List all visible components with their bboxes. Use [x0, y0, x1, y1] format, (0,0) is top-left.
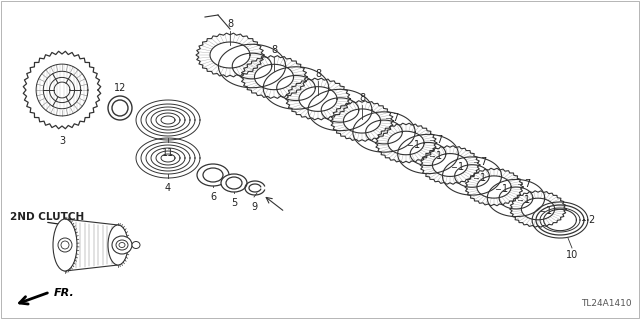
Text: 8: 8: [359, 93, 365, 103]
Text: 9: 9: [251, 202, 257, 212]
Ellipse shape: [53, 219, 77, 271]
Text: 8: 8: [227, 19, 233, 29]
Ellipse shape: [197, 164, 229, 186]
Text: 12: 12: [114, 83, 126, 93]
Ellipse shape: [203, 168, 223, 182]
Text: TL24A1410: TL24A1410: [581, 299, 632, 308]
Ellipse shape: [58, 238, 72, 252]
Text: 4: 4: [165, 183, 171, 193]
Ellipse shape: [116, 240, 128, 250]
Text: 5: 5: [231, 198, 237, 208]
Text: FR.: FR.: [54, 288, 75, 298]
Text: 2ND CLUTCH: 2ND CLUTCH: [10, 212, 84, 222]
Text: 7: 7: [480, 157, 486, 167]
Text: 1: 1: [546, 206, 552, 216]
Ellipse shape: [112, 100, 128, 116]
Ellipse shape: [226, 177, 242, 189]
Text: 1: 1: [480, 173, 486, 183]
Text: 2: 2: [588, 215, 595, 225]
Text: 7: 7: [392, 113, 398, 123]
Text: 1: 1: [458, 162, 464, 172]
Text: 8: 8: [315, 69, 321, 79]
Text: 8: 8: [271, 45, 277, 55]
Text: 6: 6: [210, 192, 216, 202]
Text: 10: 10: [566, 250, 578, 260]
Ellipse shape: [119, 242, 125, 248]
Text: 1: 1: [436, 151, 442, 161]
Ellipse shape: [221, 174, 247, 192]
Text: 1: 1: [414, 140, 420, 150]
Text: 3: 3: [59, 136, 65, 146]
Ellipse shape: [112, 236, 132, 254]
Text: 1: 1: [502, 184, 508, 194]
Text: 7: 7: [524, 179, 531, 189]
Ellipse shape: [132, 241, 140, 249]
Text: 11: 11: [162, 148, 174, 158]
Text: 7: 7: [436, 135, 442, 145]
Ellipse shape: [61, 241, 69, 249]
Ellipse shape: [108, 96, 132, 120]
Ellipse shape: [108, 225, 128, 265]
Text: 1: 1: [524, 195, 530, 205]
